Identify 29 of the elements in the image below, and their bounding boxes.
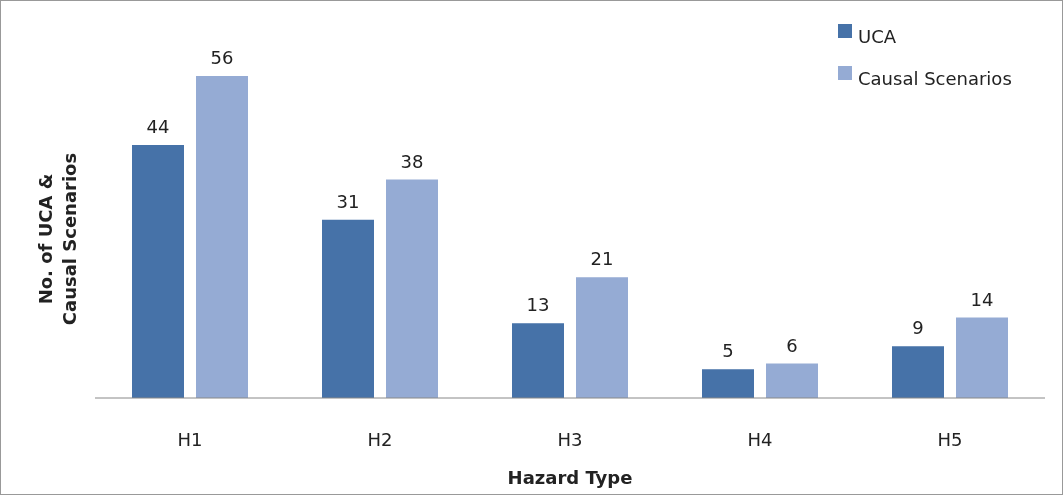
data-label: 56 bbox=[210, 47, 234, 68]
legend-label: Causal Scenarios bbox=[858, 68, 1012, 89]
bar bbox=[132, 145, 184, 398]
data-label: 6 bbox=[786, 334, 798, 356]
data-label: 14 bbox=[970, 288, 994, 310]
data-label: 13 bbox=[526, 294, 550, 316]
bar bbox=[386, 179, 438, 398]
bar bbox=[766, 363, 818, 398]
data-label: 21 bbox=[590, 248, 614, 270]
bar bbox=[702, 369, 754, 398]
bar bbox=[322, 219, 374, 398]
bar bbox=[576, 277, 628, 398]
legend-label: UCA bbox=[858, 26, 897, 47]
x-tick-label: H5 bbox=[937, 429, 963, 450]
data-label: 31 bbox=[336, 190, 360, 212]
bar bbox=[892, 346, 944, 398]
data-label: 38 bbox=[400, 150, 424, 172]
x-axis-title: Hazard Type bbox=[507, 467, 633, 488]
data-label: 5 bbox=[722, 340, 734, 362]
x-tick-label: H3 bbox=[557, 429, 583, 450]
x-tick-label: H1 bbox=[177, 429, 203, 450]
y-axis-title: No. of UCA & Causal Scenarios bbox=[35, 152, 80, 326]
x-tick-label: H4 bbox=[747, 429, 773, 450]
bar bbox=[196, 76, 248, 398]
data-label: 44 bbox=[146, 116, 170, 137]
bar bbox=[512, 323, 564, 398]
bar bbox=[956, 317, 1008, 398]
x-tick-label: H2 bbox=[367, 429, 393, 450]
data-label: 9 bbox=[912, 317, 924, 339]
